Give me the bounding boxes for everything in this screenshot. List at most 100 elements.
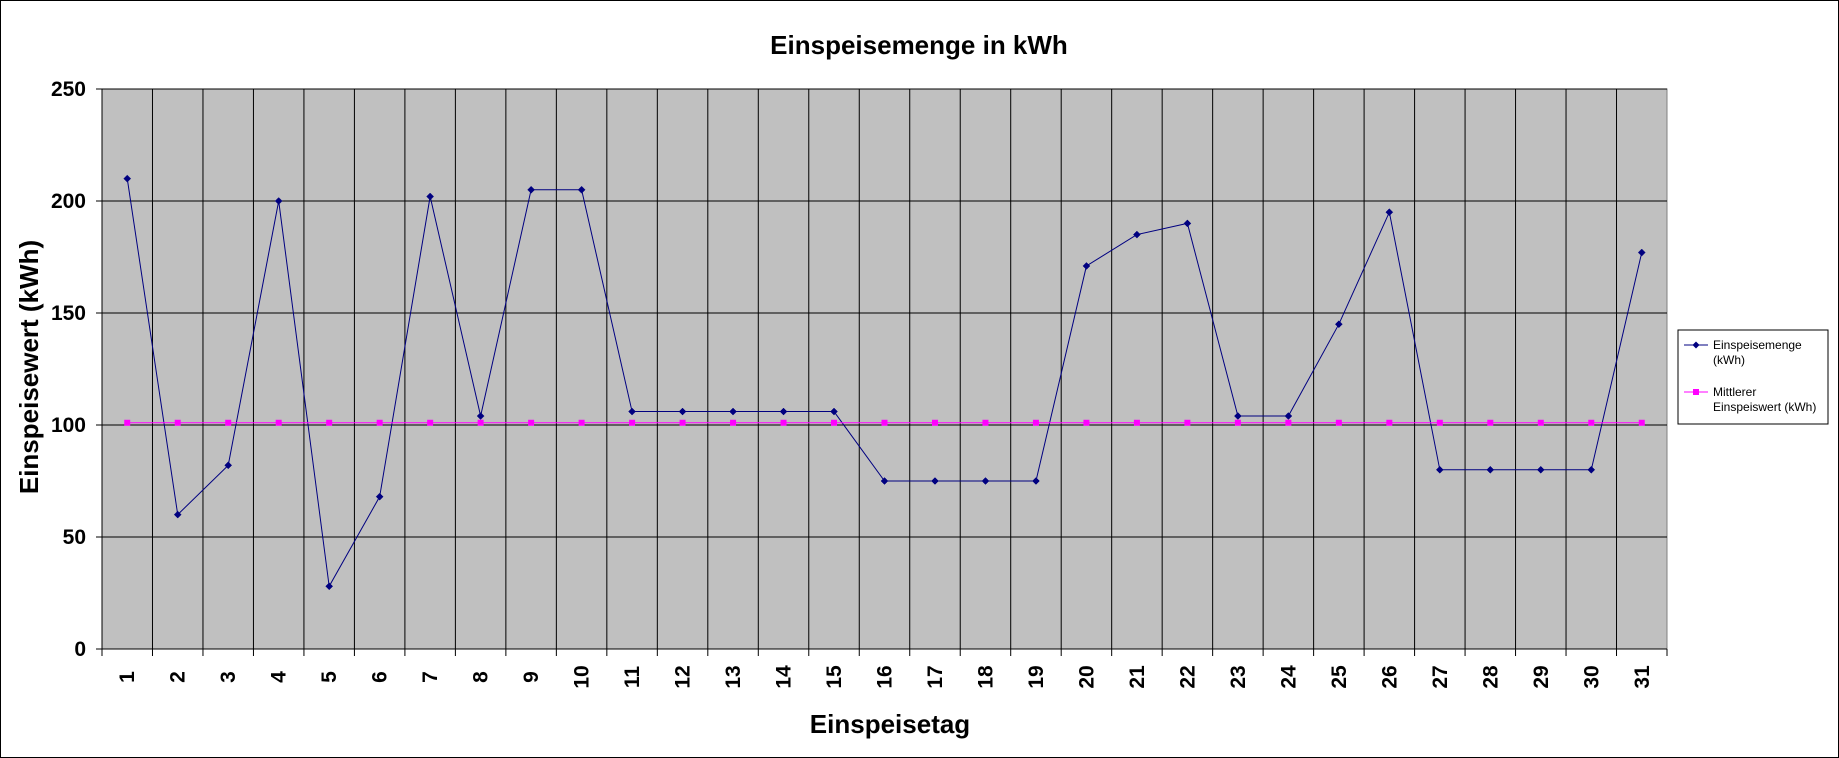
- data-point: [1436, 419, 1443, 426]
- legend-label: (kWh): [1713, 353, 1745, 367]
- data-point: [426, 192, 434, 201]
- data-point: [1386, 419, 1393, 426]
- x-tick-label: 9: [520, 671, 543, 683]
- y-tick-label: 200: [51, 190, 86, 213]
- data-point: [1385, 208, 1394, 217]
- data-point: [173, 510, 182, 519]
- x-tick-label: 15: [823, 665, 846, 689]
- x-tick-label: 21: [1126, 665, 1149, 689]
- data-point: [679, 419, 686, 426]
- x-tick-label: 31: [1631, 665, 1654, 689]
- x-tick-label: 16: [874, 665, 897, 688]
- data-point: [1435, 465, 1444, 474]
- data-point: [1335, 320, 1343, 329]
- x-tick-label: 12: [672, 665, 695, 688]
- data-point: [325, 582, 334, 591]
- data-point: [1082, 262, 1091, 270]
- data-point: [528, 419, 535, 426]
- data-point: [275, 419, 282, 426]
- data-point: [577, 185, 586, 194]
- data-point: [124, 419, 131, 426]
- legend-box: [1677, 329, 1829, 425]
- data-point: [376, 419, 383, 426]
- x-tick-label: 7: [419, 671, 442, 683]
- data-point: [1284, 412, 1293, 420]
- x-tick-label: 25: [1328, 665, 1351, 689]
- data-point: [981, 477, 990, 485]
- legend-label: Einspeisemenge: [1713, 338, 1802, 352]
- x-tick-label: 30: [1580, 665, 1603, 688]
- data-point: [1335, 419, 1342, 426]
- x-tick-label: 10: [571, 665, 594, 688]
- x-tick-label: 11: [621, 666, 644, 689]
- x-tick-label: 17: [924, 665, 947, 688]
- data-point: [527, 185, 535, 194]
- data-point: [123, 174, 132, 183]
- data-point: [1587, 465, 1596, 474]
- x-tick-label: 13: [722, 665, 745, 688]
- data-point: [931, 419, 938, 426]
- data-point: [982, 419, 989, 426]
- series: [123, 174, 1646, 591]
- x-tick-label: 23: [1227, 665, 1250, 688]
- x-tick-label: 24: [1277, 665, 1300, 689]
- x-tick-label: 4: [268, 671, 291, 683]
- data-point: [1285, 419, 1292, 426]
- y-tick-label: 0: [74, 638, 86, 661]
- data-point: [931, 477, 939, 485]
- y-tick-label: 50: [63, 526, 86, 549]
- x-tick-label: 6: [369, 671, 392, 683]
- data-point: [174, 419, 181, 426]
- data-point: [1184, 419, 1191, 426]
- y-axis-title: Einspeisewert (kWh): [14, 240, 44, 494]
- data-point: [326, 419, 333, 426]
- data-point: [1234, 412, 1242, 420]
- x-tick-label: 8: [470, 671, 493, 683]
- data-point: [779, 407, 788, 416]
- data-point: [678, 407, 687, 416]
- x-tick-label: 22: [1176, 665, 1199, 688]
- data-point: [225, 419, 232, 426]
- data-point: [1032, 477, 1040, 485]
- data-point: [831, 419, 838, 426]
- y-tick-label: 150: [51, 302, 86, 325]
- data-point: [1032, 419, 1039, 426]
- data-point: [628, 407, 636, 416]
- x-tick-label: 26: [1378, 665, 1401, 688]
- data-point: [1487, 419, 1494, 426]
- x-tick-label: 14: [773, 665, 796, 689]
- data-point: [629, 419, 636, 426]
- x-tick-label: 3: [217, 671, 240, 683]
- data-point: [730, 419, 737, 426]
- data-point: [274, 197, 283, 205]
- data-point: [427, 419, 434, 426]
- data-point: [881, 419, 888, 426]
- x-tick-label: 2: [167, 671, 190, 683]
- legend-label: Einspeiswert (kWh): [1713, 400, 1816, 414]
- data-point: [780, 419, 787, 426]
- data-point: [880, 477, 889, 485]
- x-axis-title: Einspeisetag: [810, 709, 970, 739]
- data-point: [1234, 419, 1241, 426]
- data-point: [1536, 465, 1545, 474]
- x-tick-label: 1: [116, 671, 139, 683]
- legend: Einspeisemenge(kWh) MittlererEinspeiswert…: [1677, 329, 1829, 425]
- data-point: [1133, 419, 1140, 426]
- data-point: [1638, 419, 1645, 426]
- x-tick-label: 27: [1429, 665, 1452, 688]
- y-tick-label: 100: [51, 414, 86, 437]
- data-point: [375, 492, 384, 501]
- x-tick-label: 29: [1530, 665, 1553, 688]
- legend-marker: [1693, 389, 1699, 395]
- x-tick-label: 20: [1075, 665, 1098, 688]
- y-tick-label: 250: [51, 78, 86, 101]
- legend-marker: [1692, 341, 1700, 349]
- data-point: [477, 419, 484, 426]
- data-point: [1183, 219, 1192, 228]
- data-point: [224, 461, 233, 470]
- legend-label: Mittlerer: [1713, 385, 1756, 399]
- chart-title: Einspeisemenge in kWh: [770, 30, 1068, 60]
